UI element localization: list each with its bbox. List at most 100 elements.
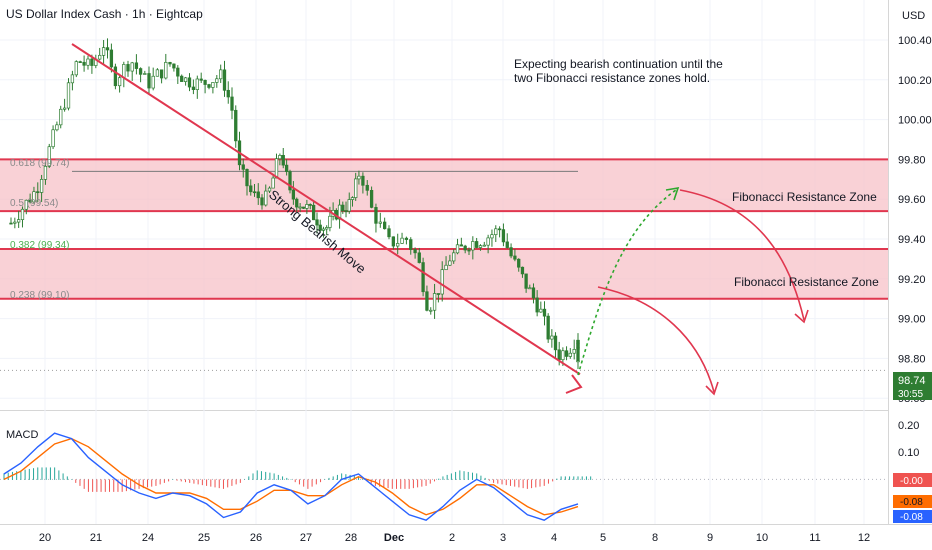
- candle-body: [9, 222, 13, 225]
- candle-body: [357, 175, 361, 180]
- candle-body: [147, 73, 151, 89]
- projection-down-arrow-2-head: [705, 381, 719, 396]
- price-axis[interactable]: [888, 0, 932, 525]
- candle-body: [151, 75, 155, 89]
- candle-body: [478, 245, 483, 248]
- y-tick-label: 98.80: [898, 353, 926, 365]
- projection-up-arrow: [577, 189, 677, 376]
- y-tick-label: 99.20: [898, 274, 926, 286]
- x-tick-label: 9: [707, 532, 713, 544]
- candle-body: [278, 155, 282, 160]
- candle-body: [74, 61, 78, 76]
- candle-body: [109, 49, 114, 68]
- candle-body: [82, 61, 86, 66]
- candle-body: [305, 204, 309, 209]
- candle-body: [172, 63, 176, 69]
- annotation-line-2: two Fibonacci resistance zones hold.: [514, 71, 710, 85]
- candle-body: [24, 199, 28, 210]
- candle-body: [159, 69, 164, 79]
- trendline: [71, 43, 581, 376]
- candle-body: [421, 262, 425, 293]
- candle-body: [264, 190, 268, 206]
- candle-body: [284, 164, 289, 172]
- candle-body: [168, 61, 172, 65]
- candle-body: [222, 69, 227, 91]
- macd-badge-zero: [893, 473, 932, 487]
- candle-body: [86, 58, 90, 66]
- fib-zones: [0, 158, 888, 371]
- candle-body: [20, 208, 25, 220]
- candle-body: [400, 237, 404, 244]
- candle-body: [425, 291, 429, 311]
- candle-body: [325, 227, 329, 230]
- candle-body: [369, 190, 374, 208]
- candle-body: [361, 175, 365, 186]
- candle-body: [564, 350, 569, 357]
- candle-body: [413, 249, 417, 254]
- candles: [9, 38, 580, 370]
- drawings: [71, 43, 809, 396]
- candle-body: [432, 293, 437, 311]
- zone-label-lower: Fibonacci Resistance Zone: [734, 275, 879, 289]
- x-tick-label: 27: [300, 532, 312, 544]
- fib-label-05: 0.5 (99.54): [10, 198, 58, 209]
- candle-body: [298, 206, 302, 209]
- candle-body: [249, 185, 253, 193]
- candle-body: [475, 241, 479, 248]
- candle-body: [13, 221, 17, 224]
- macd-tick-label: 0.10: [898, 447, 919, 459]
- macd-title[interactable]: MACD: [6, 429, 38, 441]
- candle-body: [28, 199, 32, 203]
- candle-body: [211, 82, 215, 88]
- candle-body: [101, 47, 106, 56]
- candle-body: [256, 191, 260, 199]
- candle-body: [482, 244, 486, 247]
- candle-body: [195, 78, 199, 90]
- candle-body: [318, 224, 322, 231]
- annotation-text: Expecting bearish continuation until the…: [514, 57, 726, 85]
- candle-body: [134, 62, 139, 69]
- x-tick-label: 3: [500, 532, 506, 544]
- macd-badge-macd-text: -0.08: [900, 512, 923, 523]
- price-badge: [893, 372, 932, 400]
- candle-body: [513, 255, 517, 260]
- candle-body: [126, 64, 130, 72]
- candle-body: [78, 61, 82, 63]
- fib-zone-rect: [0, 248, 888, 299]
- candle-body: [62, 107, 67, 110]
- candle-body: [321, 228, 326, 231]
- symbol-title[interactable]: US Dollar Index Cash · 1h · Eightcap: [6, 7, 203, 21]
- projection-up-arrowhead: [665, 186, 680, 201]
- candle-body: [440, 269, 444, 295]
- candle-body: [183, 77, 188, 82]
- candle-body: [138, 68, 143, 75]
- candle-body: [378, 221, 382, 224]
- candle-body: [51, 129, 55, 148]
- candle-body: [576, 360, 580, 363]
- candle-body: [130, 62, 134, 72]
- candle-body: [354, 178, 358, 198]
- candle-body: [70, 74, 75, 84]
- candle-body: [546, 315, 550, 340]
- annotation-line-1: Expecting bearish continuation until the: [514, 57, 723, 71]
- candle-body: [315, 219, 319, 226]
- x-tick-label: 5: [600, 532, 606, 544]
- candle-body: [281, 155, 285, 166]
- candle-body: [59, 108, 63, 126]
- candle-body: [517, 258, 521, 268]
- candle-body: [452, 252, 456, 262]
- x-tick-label: Dec: [384, 532, 404, 544]
- candle-body: [252, 191, 257, 194]
- candle-body: [39, 179, 44, 193]
- y-tick-label: 99.60: [898, 194, 926, 206]
- candle-body: [486, 237, 490, 246]
- candle-body: [187, 77, 192, 88]
- macd-badge-zero-text: -0.00: [900, 476, 923, 487]
- macd-pane: [0, 432, 888, 521]
- candle-body: [295, 198, 299, 208]
- candle-body: [550, 335, 554, 340]
- fib-zone-rect: [0, 159, 888, 212]
- y-tick-label: 100.40: [898, 35, 932, 47]
- candle-body: [561, 350, 565, 361]
